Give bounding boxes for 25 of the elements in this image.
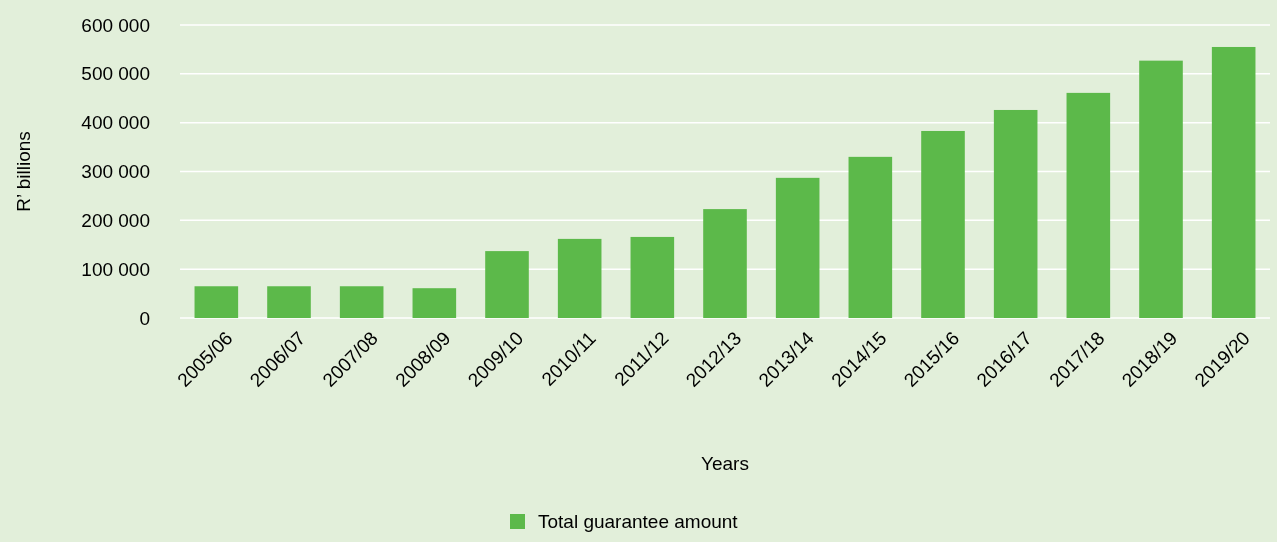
bar [703, 209, 747, 318]
bar [485, 251, 529, 318]
bar [921, 130, 965, 318]
y-tick-label: 500 000 [81, 63, 150, 85]
y-tick-label: 0 [139, 307, 150, 329]
bar [993, 109, 1038, 318]
legend-label: Total guarantee amount [538, 511, 739, 532]
bar [194, 286, 239, 318]
bar [630, 236, 675, 318]
bar [267, 286, 311, 318]
bar [775, 177, 820, 318]
bar [339, 286, 384, 318]
y-axis-title: R’ billions [13, 131, 34, 212]
y-tick-label: 100 000 [81, 258, 150, 280]
y-tick-label: 300 000 [81, 161, 150, 183]
y-tick-label: 600 000 [81, 14, 150, 36]
bar [1066, 92, 1111, 318]
bar [1139, 60, 1183, 318]
y-tick-label: 200 000 [81, 209, 150, 231]
bar [848, 156, 893, 318]
bar [412, 288, 457, 318]
x-axis-title: Years [701, 453, 749, 474]
y-tick-label: 400 000 [81, 112, 150, 134]
bar [1211, 46, 1256, 318]
bar [557, 238, 602, 318]
